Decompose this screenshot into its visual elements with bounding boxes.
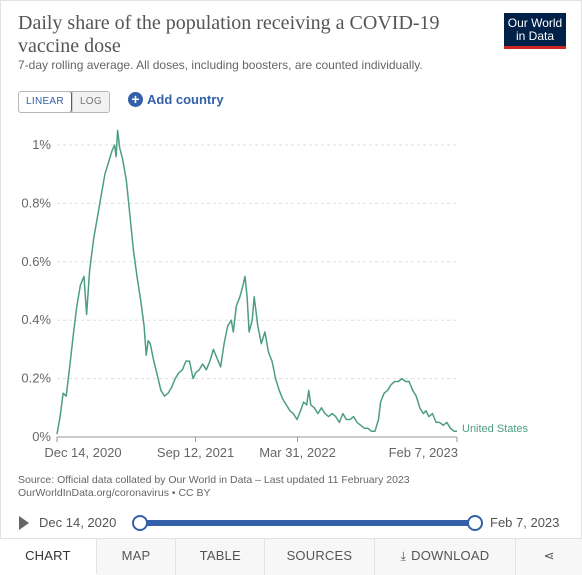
tab-map[interactable]: MAP	[97, 539, 177, 575]
timeline-start-handle[interactable]	[132, 515, 148, 531]
x-tick-label: Sep 12, 2021	[157, 445, 234, 460]
y-tick-label: 0.8%	[21, 195, 51, 210]
y-tick-label: 0.6%	[21, 254, 51, 269]
tab-download[interactable]: ⤓ DOWNLOAD	[375, 539, 517, 575]
source-line1: Source: Official data collated by Our Wo…	[18, 474, 410, 486]
play-icon[interactable]	[19, 516, 29, 530]
tab-download-label: DOWNLOAD	[411, 548, 490, 563]
timeline-end-handle[interactable]	[467, 515, 483, 531]
timeline-end-label: Feb 7, 2023	[490, 515, 560, 530]
share-icon: ⋖	[543, 548, 555, 563]
timeline-track[interactable]	[139, 520, 474, 526]
chart-tabs: CHART MAP TABLE SOURCES ⤓ DOWNLOAD ⋖	[0, 538, 582, 575]
add-country-label: Add country	[147, 92, 224, 107]
logo-line1: Our World	[507, 16, 563, 30]
x-axis-ticks: Dec 14, 2020 Sep 12, 2021 Mar 31, 2022 Feb …	[44, 437, 458, 460]
y-axis-ticks: 0% 0.2% 0.4% 0.6% 0.8% 1%	[21, 137, 51, 444]
y-tick-label: 0.4%	[21, 312, 51, 327]
logo-line2: in Data	[515, 29, 555, 43]
x-tick-label: Feb 7, 2023	[389, 445, 458, 460]
tab-chart[interactable]: CHART	[0, 539, 97, 575]
y-tick-label: 0.2%	[21, 371, 51, 386]
line-chart: 0% 0.2% 0.4% 0.6% 0.8% 1% Dec 14, 2020 Sep 12,…	[21, 129, 529, 460]
y-tick-label: 1%	[32, 137, 51, 152]
source-note: Source: Official data collated by Our Wo…	[18, 474, 410, 500]
series-label-united-states[interactable]: United States	[462, 423, 529, 435]
owid-logo[interactable]: Our World in Data	[504, 13, 566, 49]
y-tick-label: 0%	[32, 429, 51, 444]
plus-circle-icon: +	[128, 92, 143, 107]
x-tick-label: Mar 31, 2022	[259, 445, 336, 460]
chart-subtitle: 7-day rolling average. All doses, includ…	[18, 58, 423, 72]
log-scale-button[interactable]: LOG	[71, 92, 109, 112]
series-line-united-states[interactable]	[56, 129, 457, 435]
timeline: Dec 14, 2020 Feb 7, 2023	[0, 509, 582, 537]
tab-table[interactable]: TABLE	[176, 539, 266, 575]
download-icon: ⤓	[400, 549, 407, 563]
share-button[interactable]: ⋖	[516, 539, 582, 575]
linear-scale-button[interactable]: LINEAR	[18, 92, 72, 112]
timeline-start-label: Dec 14, 2020	[39, 515, 117, 530]
source-line2[interactable]: OurWorldInData.org/coronavirus • CC BY	[18, 487, 211, 499]
tab-sources[interactable]: SOURCES	[265, 539, 375, 575]
add-country-button[interactable]: + Add country	[128, 92, 224, 107]
scale-toggle: LINEAR LOG	[18, 91, 110, 113]
grid-lines	[57, 144, 457, 438]
chart-title: Daily share of the population receiving …	[18, 12, 440, 57]
x-tick-label: Dec 14, 2020	[44, 445, 121, 460]
